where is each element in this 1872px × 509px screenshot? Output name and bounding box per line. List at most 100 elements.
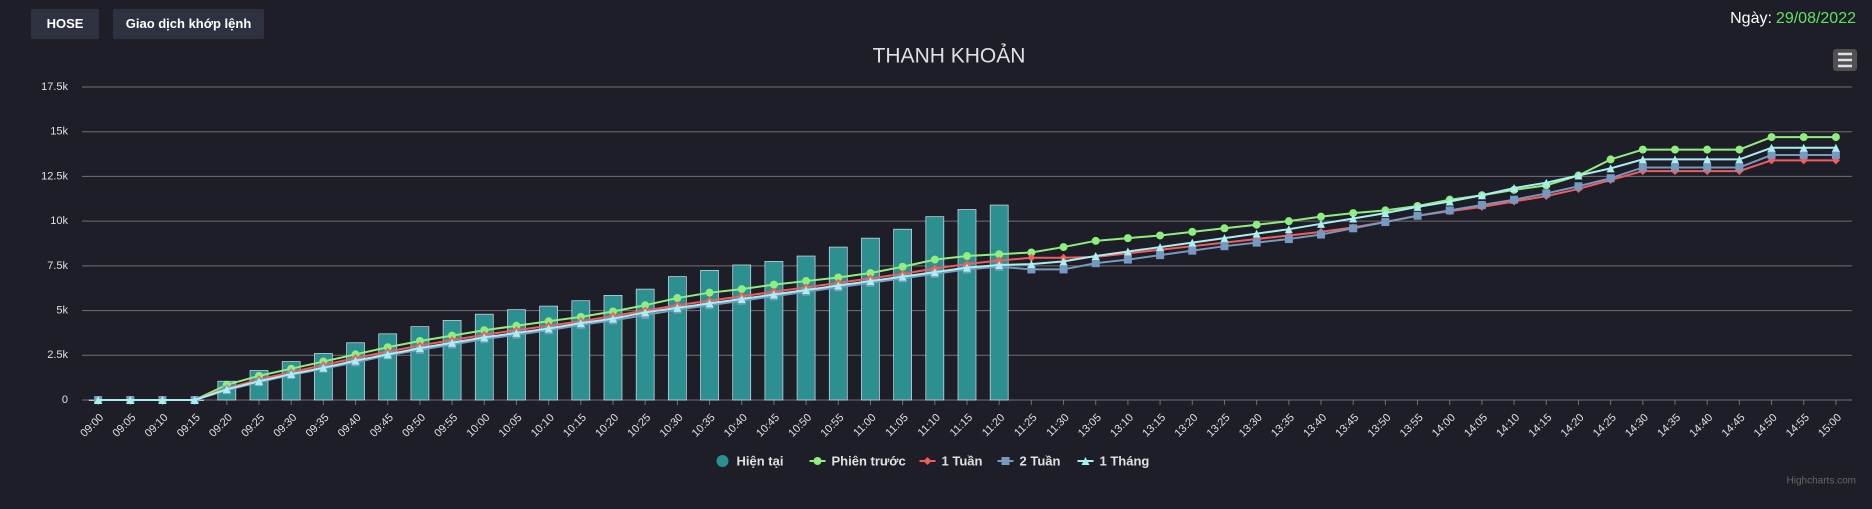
marker [1188, 238, 1197, 247]
marker [1799, 143, 1808, 152]
marker [1027, 253, 1036, 262]
marker [1059, 265, 1068, 274]
marker [383, 343, 392, 352]
menu-icon[interactable] [1838, 52, 1852, 68]
x-tick-label: 09:35 [304, 412, 332, 440]
x-tick-label: 13:55 [1398, 412, 1426, 440]
x-tick-label: 13:20 [1172, 412, 1200, 440]
legend-item[interactable]: 1 Tuần [919, 453, 983, 468]
marker [1220, 242, 1229, 251]
marker [995, 250, 1004, 259]
x-tick-label: 09:50 [400, 412, 428, 440]
marker [544, 324, 553, 333]
marker [1156, 251, 1165, 260]
marker [1574, 182, 1583, 191]
marker [1767, 143, 1776, 152]
marker [1831, 150, 1840, 159]
marker [1638, 145, 1647, 154]
marker [1156, 243, 1165, 252]
marker [834, 281, 843, 290]
marker [544, 317, 553, 326]
marker [769, 280, 778, 289]
marker [1445, 206, 1454, 215]
marker [930, 268, 939, 277]
legend-item[interactable]: 1 Tháng [1077, 453, 1150, 468]
marker [1703, 163, 1712, 172]
marker [1284, 235, 1293, 244]
marker [1123, 255, 1132, 264]
x-tick-label: 14:40 [1687, 412, 1715, 440]
marker [1091, 236, 1100, 245]
marker [802, 277, 811, 286]
credits[interactable]: Highcharts.com [1787, 476, 1856, 487]
date-label: Ngày: [1730, 10, 1772, 27]
marker [1735, 155, 1744, 164]
marker [158, 396, 167, 404]
x-tick-label: 11:00 [851, 412, 878, 439]
x-tick-label: 10:30 [658, 412, 686, 440]
marker [1252, 229, 1261, 238]
marker [1799, 150, 1808, 159]
marker [1317, 212, 1325, 221]
x-tick-label: 13:30 [1237, 412, 1265, 440]
bar [989, 204, 1009, 401]
marker [1252, 238, 1261, 247]
marker [1349, 209, 1358, 218]
marker [705, 299, 714, 308]
marker [1091, 252, 1100, 261]
marker [1671, 163, 1679, 172]
marker [834, 273, 843, 282]
marker [1671, 145, 1679, 154]
x-tick-label: 14:00 [1430, 412, 1458, 440]
marker [1477, 191, 1486, 200]
x-tick-label: 13:05 [1076, 412, 1104, 440]
marker [737, 285, 746, 294]
bar [925, 216, 945, 401]
marker [995, 260, 1004, 269]
marker [351, 356, 360, 365]
x-tick-label: 09:00 [78, 412, 106, 440]
legend-marker [1081, 457, 1090, 465]
date-display: Ngày: 29/08/2022 [1730, 10, 1856, 28]
marker [222, 385, 231, 394]
marker [319, 363, 328, 372]
legend-label: Hiện tại [737, 453, 784, 468]
x-tick-label: 11:05 [883, 412, 910, 439]
marker [1220, 224, 1229, 233]
marker [1091, 259, 1100, 268]
x-tick-label: 10:25 [625, 412, 653, 440]
legend-label: 2 Tuần [1020, 453, 1061, 468]
marker [963, 263, 971, 272]
marker [1349, 214, 1358, 223]
marker [737, 294, 746, 303]
bar [828, 246, 848, 401]
marker [995, 256, 1004, 265]
marker [802, 286, 811, 295]
marker [415, 344, 424, 353]
y-tick-label: 2.5k [47, 349, 68, 361]
marker [1381, 209, 1390, 218]
x-tick-label: 11:10 [916, 412, 943, 439]
x-tick-label: 14:25 [1591, 412, 1619, 440]
marker [1317, 219, 1325, 228]
legend-item[interactable]: Hiện tại [716, 453, 784, 468]
marker [1252, 220, 1261, 229]
y-tick-label: 17.5k [41, 81, 68, 93]
menu-button[interactable] [1833, 49, 1857, 71]
marker [1284, 217, 1293, 226]
x-tick-label: 10:05 [497, 412, 525, 440]
legend-item[interactable]: Phiên trước [809, 453, 906, 468]
y-tick-label: 15k [50, 126, 68, 138]
x-tick-label: 13:25 [1205, 412, 1233, 440]
matching-button[interactable]: Giao dịch khớp lệnh [113, 9, 264, 39]
marker [383, 350, 392, 359]
market-button[interactable]: HOSE [31, 9, 99, 39]
legend-item[interactable]: 2 Tuần [997, 453, 1061, 468]
x-tick-label: 09:45 [368, 412, 396, 440]
marker [1767, 150, 1776, 159]
x-tick-label: 11:15 [948, 412, 975, 439]
marker [1445, 197, 1454, 206]
marker [705, 288, 714, 297]
x-tick-label: 13:10 [1108, 412, 1136, 440]
